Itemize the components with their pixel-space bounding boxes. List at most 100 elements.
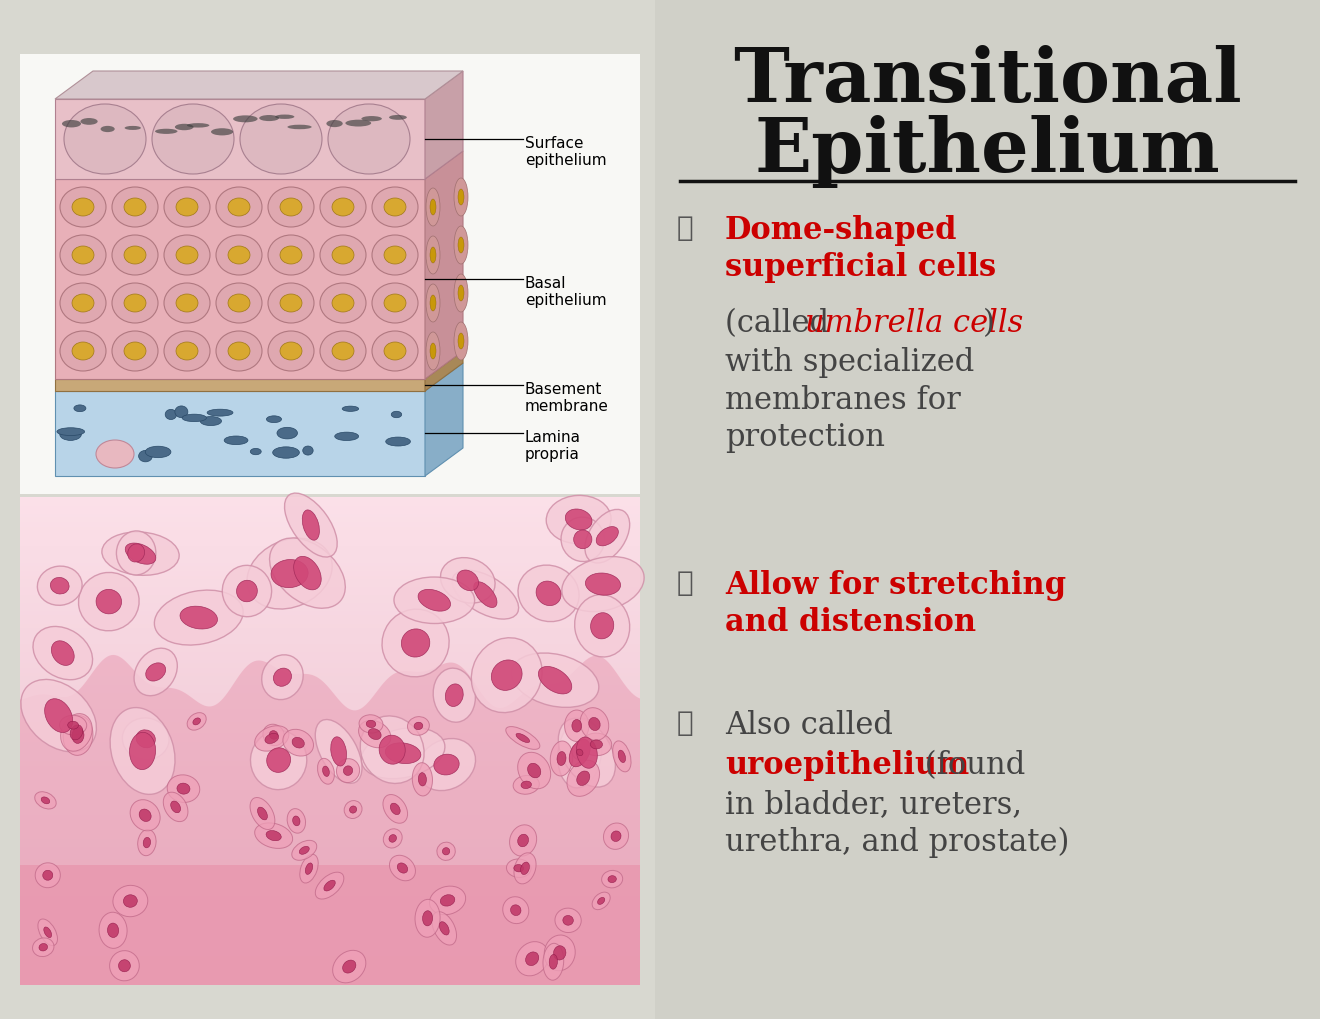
Ellipse shape xyxy=(343,960,356,973)
Ellipse shape xyxy=(426,236,440,275)
Ellipse shape xyxy=(572,719,582,733)
Ellipse shape xyxy=(261,655,304,700)
Ellipse shape xyxy=(381,609,449,678)
Ellipse shape xyxy=(432,912,457,945)
Ellipse shape xyxy=(331,737,347,766)
Ellipse shape xyxy=(569,740,590,767)
Text: Transitional: Transitional xyxy=(733,45,1242,118)
Ellipse shape xyxy=(589,717,601,731)
Ellipse shape xyxy=(412,763,433,796)
Ellipse shape xyxy=(539,666,572,694)
Ellipse shape xyxy=(112,283,158,324)
Ellipse shape xyxy=(268,235,314,276)
Ellipse shape xyxy=(558,718,615,788)
Ellipse shape xyxy=(170,801,181,813)
Ellipse shape xyxy=(471,638,543,713)
Ellipse shape xyxy=(516,942,549,976)
Ellipse shape xyxy=(437,843,455,861)
Ellipse shape xyxy=(426,189,440,227)
Ellipse shape xyxy=(42,870,53,880)
Ellipse shape xyxy=(319,331,366,372)
Ellipse shape xyxy=(597,527,618,546)
Ellipse shape xyxy=(136,731,156,748)
Ellipse shape xyxy=(454,227,469,265)
Ellipse shape xyxy=(269,538,346,608)
Ellipse shape xyxy=(401,630,430,657)
Ellipse shape xyxy=(187,124,210,128)
Text: with specialized
membranes for
protection: with specialized membranes for protectio… xyxy=(725,346,974,453)
Ellipse shape xyxy=(61,714,92,751)
Ellipse shape xyxy=(319,187,366,228)
Ellipse shape xyxy=(618,750,626,763)
Ellipse shape xyxy=(574,595,630,657)
Ellipse shape xyxy=(383,829,403,848)
Ellipse shape xyxy=(414,900,440,937)
Ellipse shape xyxy=(107,923,119,937)
Ellipse shape xyxy=(207,410,232,417)
Ellipse shape xyxy=(228,342,249,361)
Ellipse shape xyxy=(603,823,628,850)
Ellipse shape xyxy=(565,710,589,742)
Ellipse shape xyxy=(549,955,557,969)
Ellipse shape xyxy=(280,342,302,361)
Ellipse shape xyxy=(558,718,602,788)
Ellipse shape xyxy=(568,760,599,797)
Ellipse shape xyxy=(474,582,498,608)
Ellipse shape xyxy=(57,428,84,436)
Ellipse shape xyxy=(333,342,354,361)
Ellipse shape xyxy=(145,446,170,459)
Ellipse shape xyxy=(139,451,152,463)
Ellipse shape xyxy=(389,855,416,880)
Ellipse shape xyxy=(164,331,210,372)
Ellipse shape xyxy=(368,729,381,740)
Ellipse shape xyxy=(372,187,418,228)
Ellipse shape xyxy=(322,766,329,776)
Text: Also called: Also called xyxy=(725,709,892,740)
Ellipse shape xyxy=(491,660,523,691)
Ellipse shape xyxy=(110,708,176,795)
Ellipse shape xyxy=(372,331,418,372)
Text: Basal
epithelium: Basal epithelium xyxy=(525,276,607,308)
Ellipse shape xyxy=(99,912,127,949)
Ellipse shape xyxy=(611,832,620,842)
Ellipse shape xyxy=(176,342,198,361)
Ellipse shape xyxy=(319,283,366,324)
Ellipse shape xyxy=(145,663,166,682)
Text: Basement
membrane: Basement membrane xyxy=(525,382,609,414)
Polygon shape xyxy=(20,655,640,985)
Ellipse shape xyxy=(216,283,261,324)
Ellipse shape xyxy=(102,533,180,576)
Ellipse shape xyxy=(277,428,297,439)
Ellipse shape xyxy=(372,283,418,324)
Ellipse shape xyxy=(100,126,115,133)
Ellipse shape xyxy=(516,734,529,743)
Ellipse shape xyxy=(602,870,623,888)
Ellipse shape xyxy=(112,331,158,372)
Ellipse shape xyxy=(165,410,177,420)
Ellipse shape xyxy=(40,944,48,951)
Ellipse shape xyxy=(73,247,94,265)
Ellipse shape xyxy=(384,294,407,313)
Ellipse shape xyxy=(73,728,84,744)
Ellipse shape xyxy=(445,684,463,707)
Ellipse shape xyxy=(63,105,147,175)
Ellipse shape xyxy=(507,859,531,877)
Ellipse shape xyxy=(362,117,381,122)
Ellipse shape xyxy=(236,581,257,602)
Ellipse shape xyxy=(293,816,300,826)
Ellipse shape xyxy=(124,247,147,265)
Ellipse shape xyxy=(164,187,210,228)
Ellipse shape xyxy=(187,713,206,731)
Ellipse shape xyxy=(292,738,305,748)
Text: (found: (found xyxy=(915,749,1026,780)
Ellipse shape xyxy=(143,838,150,848)
Ellipse shape xyxy=(442,848,450,855)
Text: ): ) xyxy=(983,308,995,338)
Ellipse shape xyxy=(513,853,536,884)
Ellipse shape xyxy=(506,727,540,750)
Ellipse shape xyxy=(544,935,576,971)
Ellipse shape xyxy=(426,284,440,323)
Ellipse shape xyxy=(397,863,408,873)
Ellipse shape xyxy=(201,417,222,426)
Ellipse shape xyxy=(280,247,302,265)
